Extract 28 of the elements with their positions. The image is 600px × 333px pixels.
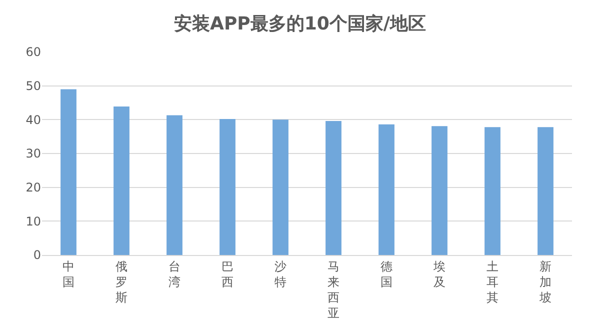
x-tick-label: 马来西亚 (328, 259, 340, 320)
bar (114, 106, 130, 255)
x-tick-label: 埃及 (432, 259, 446, 289)
bar (326, 121, 342, 255)
y-tick-label: 30 (26, 146, 41, 161)
y-tick-label: 40 (26, 112, 41, 127)
x-tick-label: 巴西 (222, 259, 234, 289)
bar (538, 127, 554, 255)
x-tick-label: 新加坡 (538, 259, 552, 305)
y-tick-label: 60 (26, 45, 41, 60)
bar (166, 115, 182, 255)
bar (272, 120, 288, 255)
y-tick-label: 10 (26, 214, 41, 228)
bar (432, 126, 448, 255)
y-tick-label: 0 (33, 248, 41, 262)
y-tick-label: 20 (26, 180, 41, 195)
x-tick-label: 中国 (62, 259, 74, 289)
bar (60, 89, 76, 255)
y-tick-label: 50 (26, 79, 41, 94)
x-tick-label: 土耳其 (486, 259, 498, 305)
x-tick-label: 德国 (380, 259, 392, 289)
chart-title: 安装APP最多的10个国家/地区 (174, 13, 426, 34)
x-tick-label: 沙特 (274, 259, 286, 289)
x-tick-label: 台湾 (168, 259, 180, 289)
x-tick-label: 俄罗斯 (116, 259, 128, 305)
bar (378, 124, 394, 255)
bar (484, 127, 500, 255)
bar (220, 118, 236, 255)
